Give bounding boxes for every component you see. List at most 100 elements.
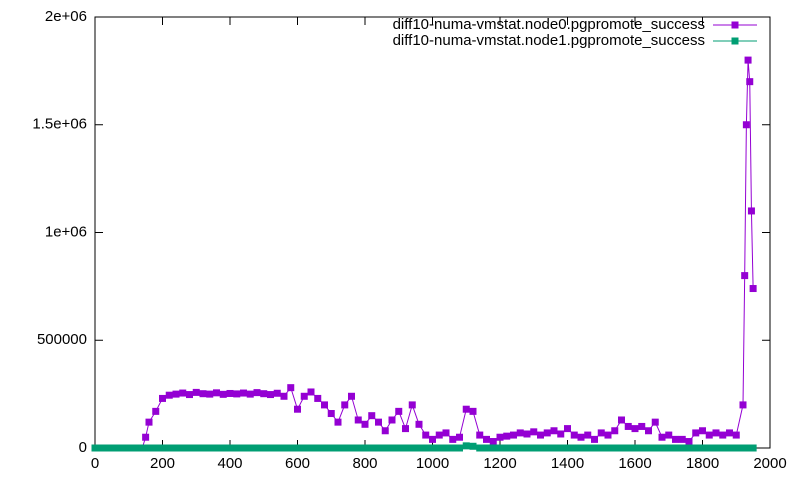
point [273,389,281,397]
point [651,444,659,452]
point [692,444,700,452]
point [692,429,700,437]
point [192,444,200,452]
x-tick-label: 1400 [551,455,584,472]
point [726,444,733,452]
point [570,444,578,452]
point [118,444,126,452]
point [348,392,355,400]
point [557,444,565,452]
point [624,444,632,452]
point [624,422,632,430]
point [408,401,416,409]
point [361,420,369,428]
point [314,394,322,402]
point [402,425,409,433]
point [408,444,416,452]
point [388,444,396,452]
point [469,442,477,450]
point [699,427,706,435]
point [260,444,268,452]
point [442,429,450,437]
point [543,429,551,437]
point [645,427,652,435]
point [456,444,463,452]
x-tick-label: 600 [285,455,310,472]
point [361,444,369,452]
point [307,444,315,452]
point [564,444,571,452]
point [300,444,308,452]
point [422,444,430,452]
point [402,444,409,452]
point [456,433,463,441]
point [165,444,173,452]
point [287,384,295,392]
point [91,444,99,452]
point [570,431,578,439]
point [321,401,328,409]
point [483,444,490,452]
x-tick-label: 200 [150,455,175,472]
point [742,121,750,129]
y-tick-label: 1e+06 [45,223,87,240]
point [597,429,605,437]
x-tick-label: 2000 [753,455,786,472]
point [348,444,355,452]
point [678,444,686,452]
point [638,444,646,452]
point [253,389,261,397]
point [597,444,605,452]
point [273,444,281,452]
point [476,431,484,439]
point [442,444,450,452]
point [516,429,524,437]
point [327,444,335,452]
x-tick-label: 1800 [686,455,719,472]
point [125,444,133,452]
x-tick-label: 400 [217,455,242,472]
point [618,416,625,424]
point [294,444,301,452]
point [98,444,106,452]
point [192,388,200,396]
point [226,389,234,397]
point [172,444,180,452]
point [381,427,389,435]
point [746,78,754,86]
point [240,444,247,452]
point [395,444,403,452]
point [591,435,598,443]
point [145,444,153,452]
point [240,389,247,397]
point [726,429,733,437]
y-tick-label: 0 [79,439,87,456]
point [503,444,511,452]
point [462,442,470,450]
point [523,430,531,438]
point [449,444,457,452]
legend-label: diff10-numa-vmstat.node0.pgpromote_succe… [393,16,705,33]
point [584,444,592,452]
point [152,444,160,452]
point [557,430,565,438]
point [604,444,612,452]
x-tick-label: 1600 [618,455,651,472]
point [577,444,585,452]
point [516,444,524,452]
point [685,444,693,452]
point [327,410,335,418]
point [105,444,112,452]
point [489,438,497,446]
point [577,433,585,441]
point [476,444,484,452]
point [618,444,625,452]
point [496,444,504,452]
point [267,391,274,399]
point [719,444,727,452]
point [591,444,598,452]
point [489,444,497,452]
point [287,444,295,452]
point [496,433,504,441]
point [510,444,517,452]
